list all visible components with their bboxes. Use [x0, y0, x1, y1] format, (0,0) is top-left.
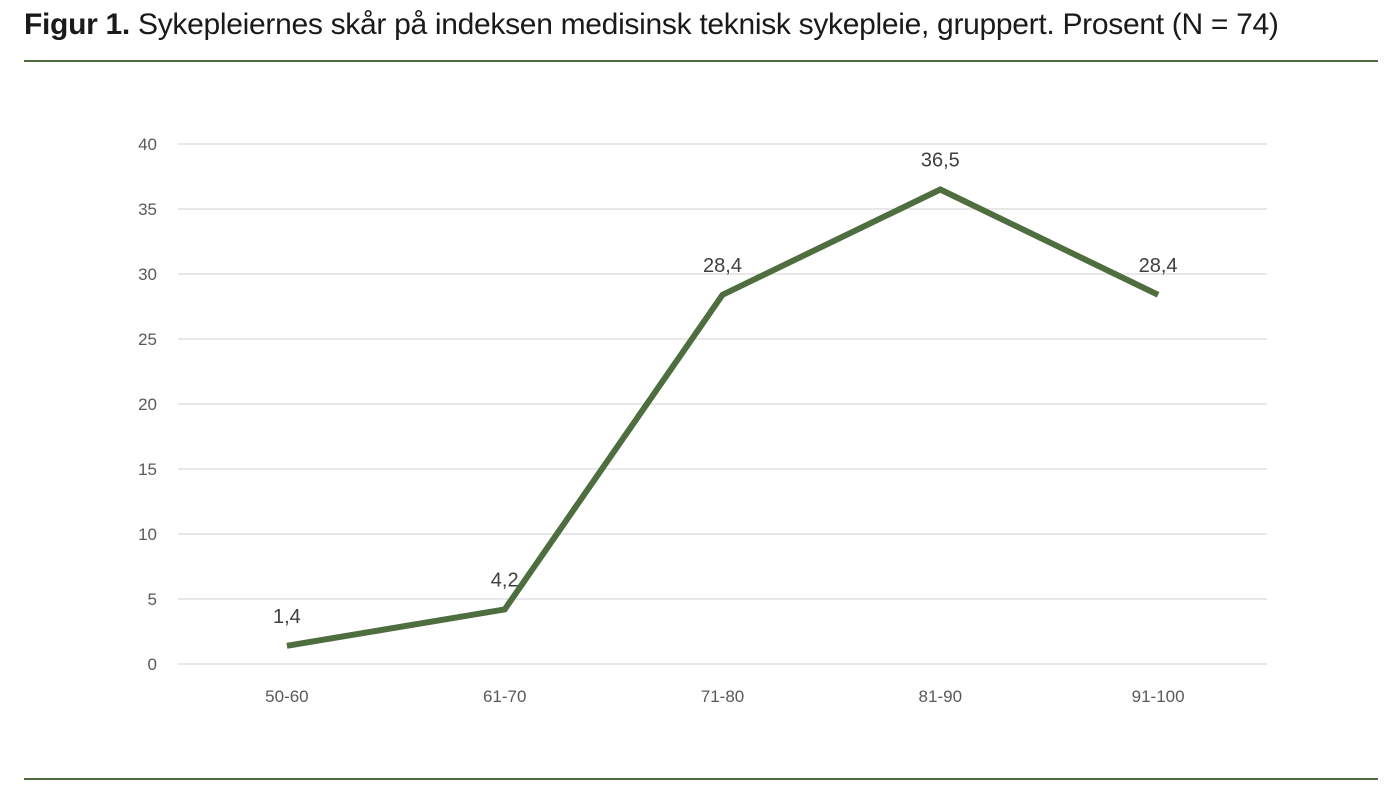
y-tick-label: 30 — [138, 265, 157, 284]
figure-title: Figur 1. Sykepleiernes skår på indeksen … — [24, 8, 1279, 42]
y-tick-label: 5 — [148, 590, 157, 609]
x-tick-label: 91-100 — [1132, 687, 1185, 706]
y-tick-label: 10 — [138, 525, 157, 544]
x-tick-label: 50-60 — [265, 687, 308, 706]
x-tick-label: 71-80 — [701, 687, 744, 706]
x-tick-label: 81-90 — [919, 687, 962, 706]
y-tick-label: 20 — [138, 395, 157, 414]
y-tick-label: 25 — [138, 330, 157, 349]
data-label: 28,4 — [1139, 255, 1178, 277]
y-tick-label: 40 — [138, 135, 157, 154]
data-label: 28,4 — [703, 255, 742, 277]
data-label: 1,4 — [273, 606, 301, 628]
data-label: 4,2 — [491, 569, 519, 591]
figure-caption: Sykepleiernes skår på indeksen medisinsk… — [138, 8, 1279, 41]
data-label: 36,5 — [921, 150, 960, 172]
y-tick-label: 35 — [138, 200, 157, 219]
figure-label: Figur 1. — [24, 8, 130, 41]
y-tick-label: 15 — [138, 460, 157, 479]
y-tick-label: 0 — [148, 655, 157, 674]
x-tick-label: 61-70 — [483, 687, 526, 706]
top-rule — [24, 60, 1378, 62]
bottom-rule — [24, 778, 1378, 780]
series-line — [286, 186, 1160, 649]
